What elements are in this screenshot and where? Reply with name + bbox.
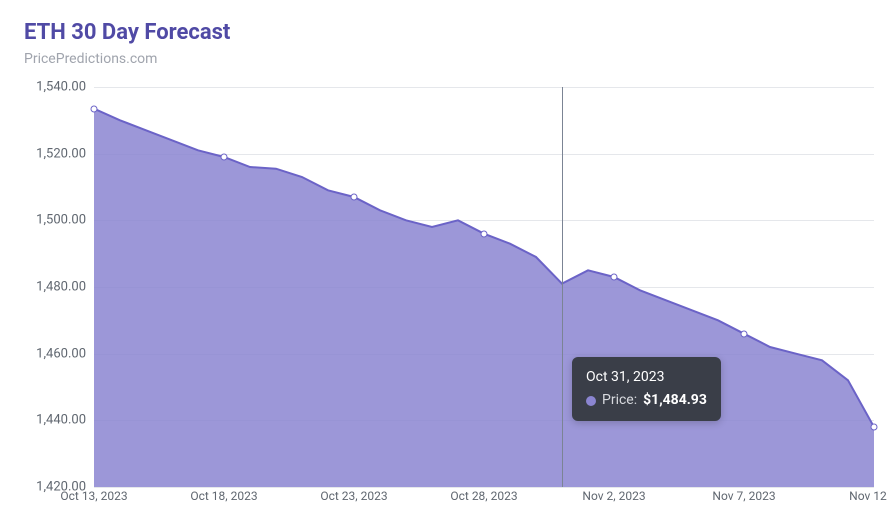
price-tooltip: Oct 31, 2023 Price: $1,484.93 bbox=[572, 357, 721, 421]
x-tick-label: Oct 18, 2023 bbox=[190, 489, 257, 503]
crosshair-line bbox=[562, 87, 563, 487]
area-svg bbox=[94, 87, 874, 487]
y-axis: 1,540.001,520.001,500.001,480.001,460.00… bbox=[24, 87, 94, 507]
y-tick-label: 1,520.00 bbox=[36, 146, 86, 161]
data-marker bbox=[871, 424, 878, 431]
x-tick-label: Oct 13, 2023 bbox=[60, 489, 127, 503]
x-tick-label: Nov 12, 2 bbox=[849, 489, 887, 503]
y-tick-label: 1,440.00 bbox=[36, 413, 86, 428]
data-marker bbox=[741, 330, 748, 337]
tooltip-date: Oct 31, 2023 bbox=[586, 367, 707, 388]
tooltip-label: Price: bbox=[602, 390, 637, 411]
chart-title: ETH 30 Day Forecast bbox=[24, 20, 863, 45]
y-tick-label: 1,500.00 bbox=[36, 213, 86, 228]
data-marker bbox=[220, 154, 227, 161]
y-tick-label: 1,460.00 bbox=[36, 346, 86, 361]
x-tick-label: Nov 2, 2023 bbox=[582, 489, 645, 503]
data-marker bbox=[350, 194, 357, 201]
tooltip-value: $1,484.93 bbox=[643, 390, 707, 411]
x-tick-label: Oct 28, 2023 bbox=[450, 489, 517, 503]
chart-subtitle: PricePredictions.com bbox=[24, 51, 863, 67]
data-marker bbox=[91, 105, 98, 112]
plot-area[interactable]: Oct 31, 2023 Price: $1,484.93 bbox=[94, 87, 874, 487]
x-tick-label: Nov 7, 2023 bbox=[712, 489, 775, 503]
x-axis: Oct 13, 2023Oct 18, 2023Oct 23, 2023Oct … bbox=[94, 487, 874, 507]
y-tick-label: 1,540.00 bbox=[36, 80, 86, 95]
forecast-chart[interactable]: 1,540.001,520.001,500.001,480.001,460.00… bbox=[24, 87, 874, 507]
data-marker bbox=[610, 274, 617, 281]
tooltip-dot-icon bbox=[586, 396, 596, 406]
data-marker bbox=[481, 230, 488, 237]
y-tick-label: 1,480.00 bbox=[36, 280, 86, 295]
x-tick-label: Oct 23, 2023 bbox=[320, 489, 387, 503]
